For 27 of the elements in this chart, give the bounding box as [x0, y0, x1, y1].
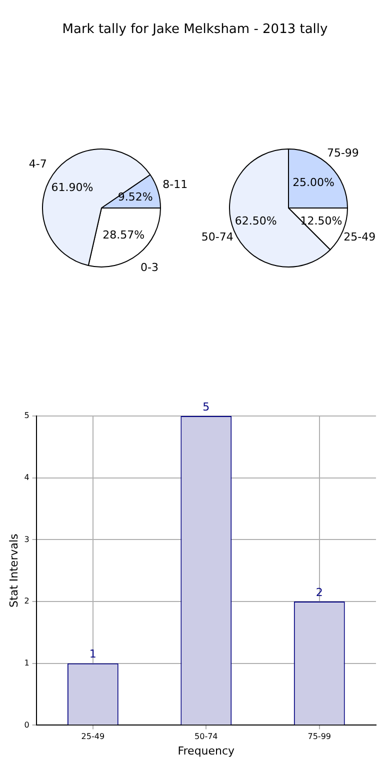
x-tick-label: 75-99 [308, 732, 332, 742]
data-label: 61.90% [51, 180, 94, 194]
y-tick-label: 3 [24, 534, 30, 544]
data-label: 5 [202, 400, 210, 414]
slice-label: 75-99 [326, 146, 359, 160]
y-tick-label: 2 [24, 596, 30, 606]
slice-label: 0-3 [140, 261, 158, 274]
data-label: 1 [89, 648, 96, 661]
data-label: 25.00% [292, 176, 335, 189]
y-axis-title: Stat Intervals [7, 533, 20, 608]
y-tick-label: 5 [24, 411, 30, 420]
data-label: 12.50% [300, 214, 342, 228]
slice-label: 4-7 [28, 157, 47, 170]
slice-label: 50-74 [201, 230, 234, 244]
y-tick-label: 1 [24, 658, 30, 668]
slice-label: 8-11 [162, 178, 188, 192]
x-tick-label: 50-74 [194, 732, 218, 742]
y-tick-label: 0 [24, 720, 30, 730]
x-tick-label: 25-49 [81, 732, 105, 742]
data-label: 2 [316, 586, 323, 599]
data-label: 28.57% [102, 228, 145, 242]
y-tick-label: 4 [24, 472, 30, 482]
slice-label: 25-49 [344, 230, 376, 244]
data-label: 9.52% [118, 190, 153, 204]
data-label: 62.50% [234, 214, 277, 228]
chart-title: Mark tally for Jake Melksham - 2013 tally [61, 22, 329, 37]
x-axis-title: Frequency [178, 744, 236, 758]
